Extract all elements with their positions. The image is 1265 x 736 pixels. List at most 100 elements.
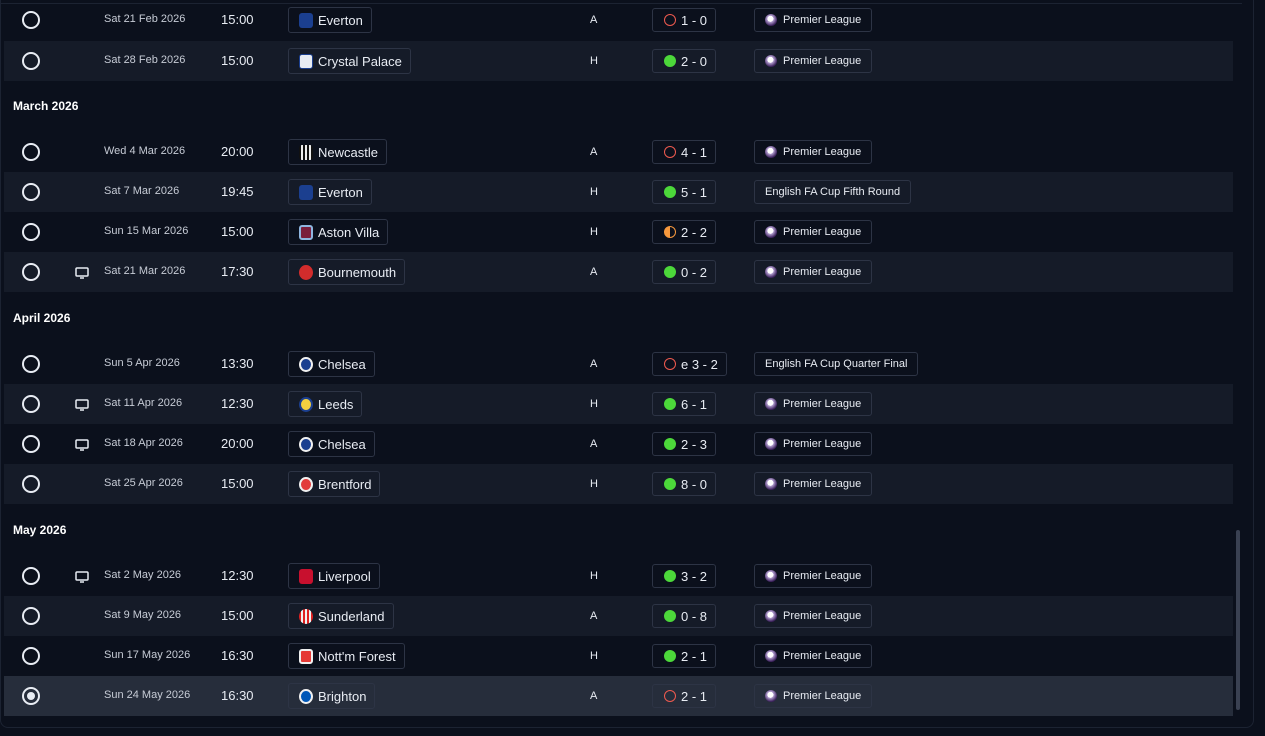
select-fixture-radio[interactable] — [22, 435, 40, 453]
select-fixture-radio[interactable] — [22, 475, 40, 493]
kickoff-time: 15:00 — [221, 476, 254, 491]
competition-name: Premier League — [783, 610, 862, 622]
fixture-row[interactable]: Sun 24 May 2026 16:30 Brighton A 2 - 1 Premie… — [4, 676, 1233, 716]
opponent-button[interactable]: Brentford — [288, 471, 381, 497]
competition-button[interactable]: Premier League — [754, 49, 873, 73]
result-button[interactable]: e 3 - 2 — [652, 352, 727, 376]
competition-button[interactable]: Premier League — [754, 260, 873, 284]
competition-name: English FA Cup Fifth Round — [765, 186, 901, 198]
opponent-button[interactable]: Bournemouth — [288, 259, 406, 285]
tv-icon — [75, 266, 89, 279]
competition-button[interactable]: Premier League — [754, 684, 873, 708]
fixture-row[interactable]: Sat 21 Mar 2026 17:30 Bournemouth A 0 - 2 Pre… — [4, 252, 1233, 292]
competition-name: Premier League — [783, 146, 862, 158]
competition-button[interactable]: English FA Cup Quarter Final — [754, 352, 919, 376]
select-fixture-radio[interactable] — [22, 11, 40, 29]
select-fixture-radio[interactable] — [22, 607, 40, 625]
competition-button[interactable]: Premier League — [754, 472, 873, 496]
opponent-button[interactable]: Nott'm Forest — [288, 643, 405, 669]
result-button[interactable]: 0 - 8 — [652, 604, 717, 628]
select-fixture-radio[interactable] — [22, 263, 40, 281]
fixture-row[interactable]: Sun 15 Mar 2026 15:00 Aston Villa H 2 - 2 Pre… — [4, 212, 1233, 252]
opponent-button[interactable]: Newcastle — [288, 139, 387, 165]
fixture-row[interactable]: Sat 11 Apr 2026 12:30 Leeds H 6 - 1 Premier L… — [4, 384, 1233, 424]
result-button[interactable]: 6 - 1 — [652, 392, 717, 416]
select-fixture-radio[interactable] — [22, 52, 40, 70]
competition-button[interactable]: Premier League — [754, 220, 873, 244]
venue-indicator: A — [590, 14, 598, 26]
fixture-row[interactable]: Sat 18 Apr 2026 20:00 Chelsea A 2 - 3 Premier… — [4, 424, 1233, 464]
competition-button[interactable]: Premier League — [754, 644, 873, 668]
win-indicator-icon — [664, 55, 676, 67]
scrollbar-thumb[interactable] — [1236, 530, 1240, 710]
result-button[interactable]: 2 - 0 — [652, 49, 717, 73]
competition-button[interactable]: English FA Cup Fifth Round — [754, 180, 912, 204]
bournemouth-crest-icon — [299, 264, 313, 280]
fixture-row[interactable]: Sat 28 Feb 2026 15:00 Crystal Palace H 2 - 0… — [4, 41, 1233, 81]
venue-indicator: A — [590, 358, 598, 370]
fixture-row[interactable]: Sun 17 May 2026 16:30 Nott'm Forest H 2 - 1 P… — [4, 636, 1233, 676]
opponent-name: Leeds — [318, 396, 354, 412]
result-button[interactable]: 5 - 1 — [652, 180, 717, 204]
opponent-name: Chelsea — [318, 356, 366, 372]
result-button[interactable]: 2 - 2 — [652, 220, 717, 244]
opponent-button[interactable]: Liverpool — [288, 563, 380, 589]
opponent-button[interactable]: Chelsea — [288, 431, 375, 457]
kickoff-time: 15:00 — [221, 12, 254, 27]
fixture-row[interactable]: Wed 4 Mar 2026 20:00 Newcastle A 4 - 1 Premie… — [4, 132, 1233, 172]
opponent-button[interactable]: Everton — [288, 179, 372, 205]
select-fixture-radio[interactable] — [22, 355, 40, 373]
select-fixture-radio[interactable] — [22, 395, 40, 413]
opponent-button[interactable]: Brighton — [288, 683, 376, 709]
opponent-button[interactable]: Aston Villa — [288, 219, 389, 245]
select-fixture-radio[interactable] — [22, 223, 40, 241]
result-button[interactable]: 2 - 1 — [652, 644, 717, 668]
result-button[interactable]: 2 - 3 — [652, 432, 717, 456]
result-button[interactable]: 2 - 1 — [652, 684, 717, 708]
opponent-name: Liverpool — [318, 568, 371, 584]
venue-indicator: H — [590, 186, 598, 198]
score-text: e 3 - 2 — [681, 356, 718, 372]
tv-icon — [75, 438, 89, 451]
win-indicator-icon — [664, 650, 676, 662]
score-text: 2 - 2 — [681, 224, 708, 240]
opponent-button[interactable]: Crystal Palace — [288, 48, 411, 74]
fixture-row[interactable]: Sat 21 Feb 2026 15:00 Everton A 1 - 0 Premier… — [4, 0, 1233, 40]
competition-button[interactable]: Premier League — [754, 140, 873, 164]
result-button[interactable]: 3 - 2 — [652, 564, 717, 588]
competition-button[interactable]: Premier League — [754, 604, 873, 628]
select-fixture-radio[interactable] — [22, 647, 40, 665]
result-button[interactable]: 4 - 1 — [652, 140, 717, 164]
result-button[interactable]: 1 - 0 — [652, 8, 717, 32]
competition-name: Premier League — [783, 226, 862, 238]
fixture-row[interactable]: Sat 2 May 2026 12:30 Liverpool H 3 - 2 Premie… — [4, 556, 1233, 596]
select-fixture-radio[interactable] — [22, 567, 40, 585]
competition-button[interactable]: Premier League — [754, 8, 873, 32]
opponent-name: Brighton — [318, 688, 367, 704]
competition-name: English FA Cup Quarter Final — [765, 358, 908, 370]
result-button[interactable]: 0 - 2 — [652, 260, 717, 284]
fixture-row[interactable]: Sat 25 Apr 2026 15:00 Brentford H 8 - 0 Premi… — [4, 464, 1233, 504]
venue-indicator: H — [590, 398, 598, 410]
draw-indicator-icon — [664, 226, 676, 238]
competition-button[interactable]: Premier League — [754, 432, 873, 456]
score-text: 6 - 1 — [681, 396, 708, 412]
result-button[interactable]: 8 - 0 — [652, 472, 717, 496]
fixture-row[interactable]: Sat 7 Mar 2026 19:45 Everton H 5 - 1 English … — [4, 172, 1233, 212]
competition-name: Premier League — [783, 266, 862, 278]
opponent-button[interactable]: Leeds — [288, 391, 363, 417]
score-text: 1 - 0 — [681, 12, 708, 28]
venue-indicator: H — [590, 650, 598, 662]
competition-button[interactable]: Premier League — [754, 392, 873, 416]
opponent-button[interactable]: Sunderland — [288, 603, 394, 629]
opponent-button[interactable]: Chelsea — [288, 351, 375, 377]
competition-button[interactable]: Premier League — [754, 564, 873, 588]
opponent-button[interactable]: Everton — [288, 7, 372, 33]
competition-name: Premier League — [783, 55, 862, 67]
select-fixture-radio[interactable] — [22, 183, 40, 201]
fixture-row[interactable]: Sat 9 May 2026 15:00 Sunderland A 0 - 8 Premi… — [4, 596, 1233, 636]
venue-indicator: H — [590, 570, 598, 582]
select-fixture-radio[interactable] — [22, 687, 40, 705]
select-fixture-radio[interactable] — [22, 143, 40, 161]
